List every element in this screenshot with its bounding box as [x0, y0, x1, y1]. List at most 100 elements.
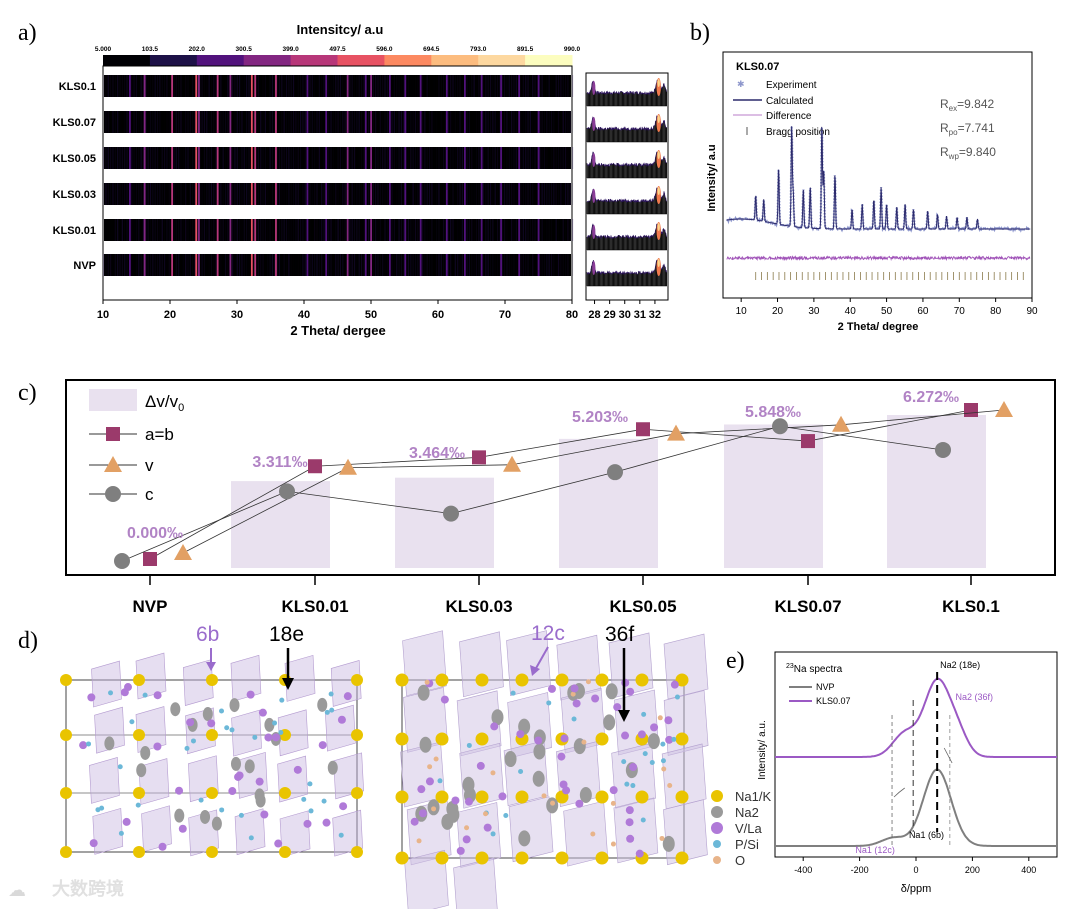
heatmap-noise: [473, 75, 475, 97]
heatmap-noise: [236, 254, 238, 276]
heatmap-peak: [404, 111, 407, 133]
atom-na2: [462, 776, 475, 793]
heatmap-noise: [316, 183, 318, 205]
heatmap-noise: [360, 147, 363, 169]
heatmap-noise: [316, 147, 318, 169]
heatmap-noise: [525, 254, 527, 276]
heatmap-noise: [398, 219, 400, 241]
heatmap-noise: [426, 219, 428, 241]
heatmap-noise: [276, 183, 278, 205]
heatmap-noise: [527, 75, 529, 97]
heatmap-noise: [279, 111, 280, 133]
heatmap-noise: [536, 254, 539, 276]
zoom-peak-top: [657, 79, 660, 87]
heatmap-noise: [145, 254, 147, 276]
legend-marker-experiment: ✱: [737, 79, 745, 89]
heatmap-noise: [208, 111, 210, 133]
atom-p: [279, 697, 285, 703]
heatmap-noise: [569, 219, 571, 241]
heatmap-noise: [553, 147, 555, 169]
heatmap-noise: [536, 219, 539, 241]
heatmap-noise: [363, 75, 365, 97]
heatmap-noise: [351, 111, 353, 133]
heatmap-noise: [244, 111, 245, 133]
annotation-na2-36f: Na2 (36f): [955, 692, 993, 702]
heatmap-noise: [532, 254, 534, 276]
heatmap-noise: [274, 254, 276, 276]
heatmap-noise: [555, 183, 557, 205]
heatmap-noise: [231, 219, 234, 241]
heatmap-noise: [426, 254, 428, 276]
atom-v: [464, 797, 473, 806]
heatmap-noise: [353, 219, 356, 241]
heatmap-peak: [518, 75, 521, 97]
heatmap-noise: [187, 147, 189, 169]
heatmap-noise: [478, 254, 480, 276]
heatmap-peak: [537, 254, 540, 276]
delta-v-label: 3.464‰: [409, 445, 465, 462]
atom-v: [207, 719, 216, 728]
annotation-na2-18e: Na2 (18e): [940, 660, 980, 670]
heatmap-noise: [353, 183, 356, 205]
heatmap-noise: [414, 183, 417, 205]
heatmap-noise: [112, 75, 114, 97]
heatmap-noise: [375, 183, 377, 205]
heatmap-noise: [309, 219, 311, 241]
atom-p-o: [427, 764, 433, 770]
marker-v: [667, 424, 685, 441]
atom-v: [186, 718, 195, 727]
heatmap-noise: [312, 219, 313, 241]
atom-v: [483, 823, 492, 832]
heatmap-peak: [500, 254, 502, 276]
heatmap-peak: [537, 111, 540, 133]
heatmap-noise: [410, 219, 412, 241]
heatmap-noise: [180, 75, 182, 97]
heatmap-noise: [321, 219, 323, 241]
heatmap-noise: [532, 111, 534, 133]
atom-v: [516, 730, 525, 739]
heatmap-noise: [412, 219, 414, 241]
heatmap-noise: [148, 111, 149, 133]
heatmap-noise: [276, 254, 278, 276]
heatmap-noise: [107, 147, 109, 169]
series-line-v: [182, 409, 1005, 554]
panel-label-a: a): [18, 20, 37, 46]
polyhedron: [332, 809, 363, 857]
heatmap-noise: [316, 219, 318, 241]
heatmap-noise: [501, 147, 503, 169]
heatmap-noise: [457, 75, 459, 97]
heatmap-noise: [440, 75, 442, 97]
atom-p: [86, 741, 92, 747]
heatmap-noise: [553, 183, 555, 205]
heatmap-noise: [572, 147, 574, 169]
heatmap-noise: [379, 219, 381, 241]
heatmap-noise: [556, 111, 557, 133]
atom-na1: [351, 787, 363, 799]
heatmap-noise: [548, 111, 550, 133]
heatmap-noise: [241, 219, 243, 241]
heatmap-peak: [171, 75, 174, 97]
heatmap-noise: [353, 254, 356, 276]
heatmap-noise: [196, 219, 198, 241]
heatmap-noise: [281, 147, 283, 169]
atom-v: [303, 819, 312, 828]
heatmap-noise: [373, 147, 374, 169]
heatmap-noise: [187, 219, 189, 241]
heatmap-noise: [239, 111, 241, 133]
heatmap-noise: [503, 75, 506, 97]
atom-na2: [446, 800, 459, 817]
zoom-x-ticks: 28 29 30 31 32: [588, 300, 661, 321]
heatmap-noise: [166, 75, 168, 97]
heatmap-noise: [468, 111, 471, 133]
heatmap-noise: [473, 219, 475, 241]
heatmap-noise: [203, 147, 206, 169]
atom-p: [118, 830, 124, 836]
heatmap-noise: [206, 183, 208, 205]
heatmap-noise: [353, 147, 356, 169]
heatmap-noise: [121, 219, 123, 241]
heatmap-noise: [117, 219, 119, 241]
heatmap-noise: [164, 111, 165, 133]
heatmap-noise: [532, 183, 534, 205]
heatmap-noise: [414, 254, 417, 276]
heatmap-noise: [403, 111, 405, 133]
